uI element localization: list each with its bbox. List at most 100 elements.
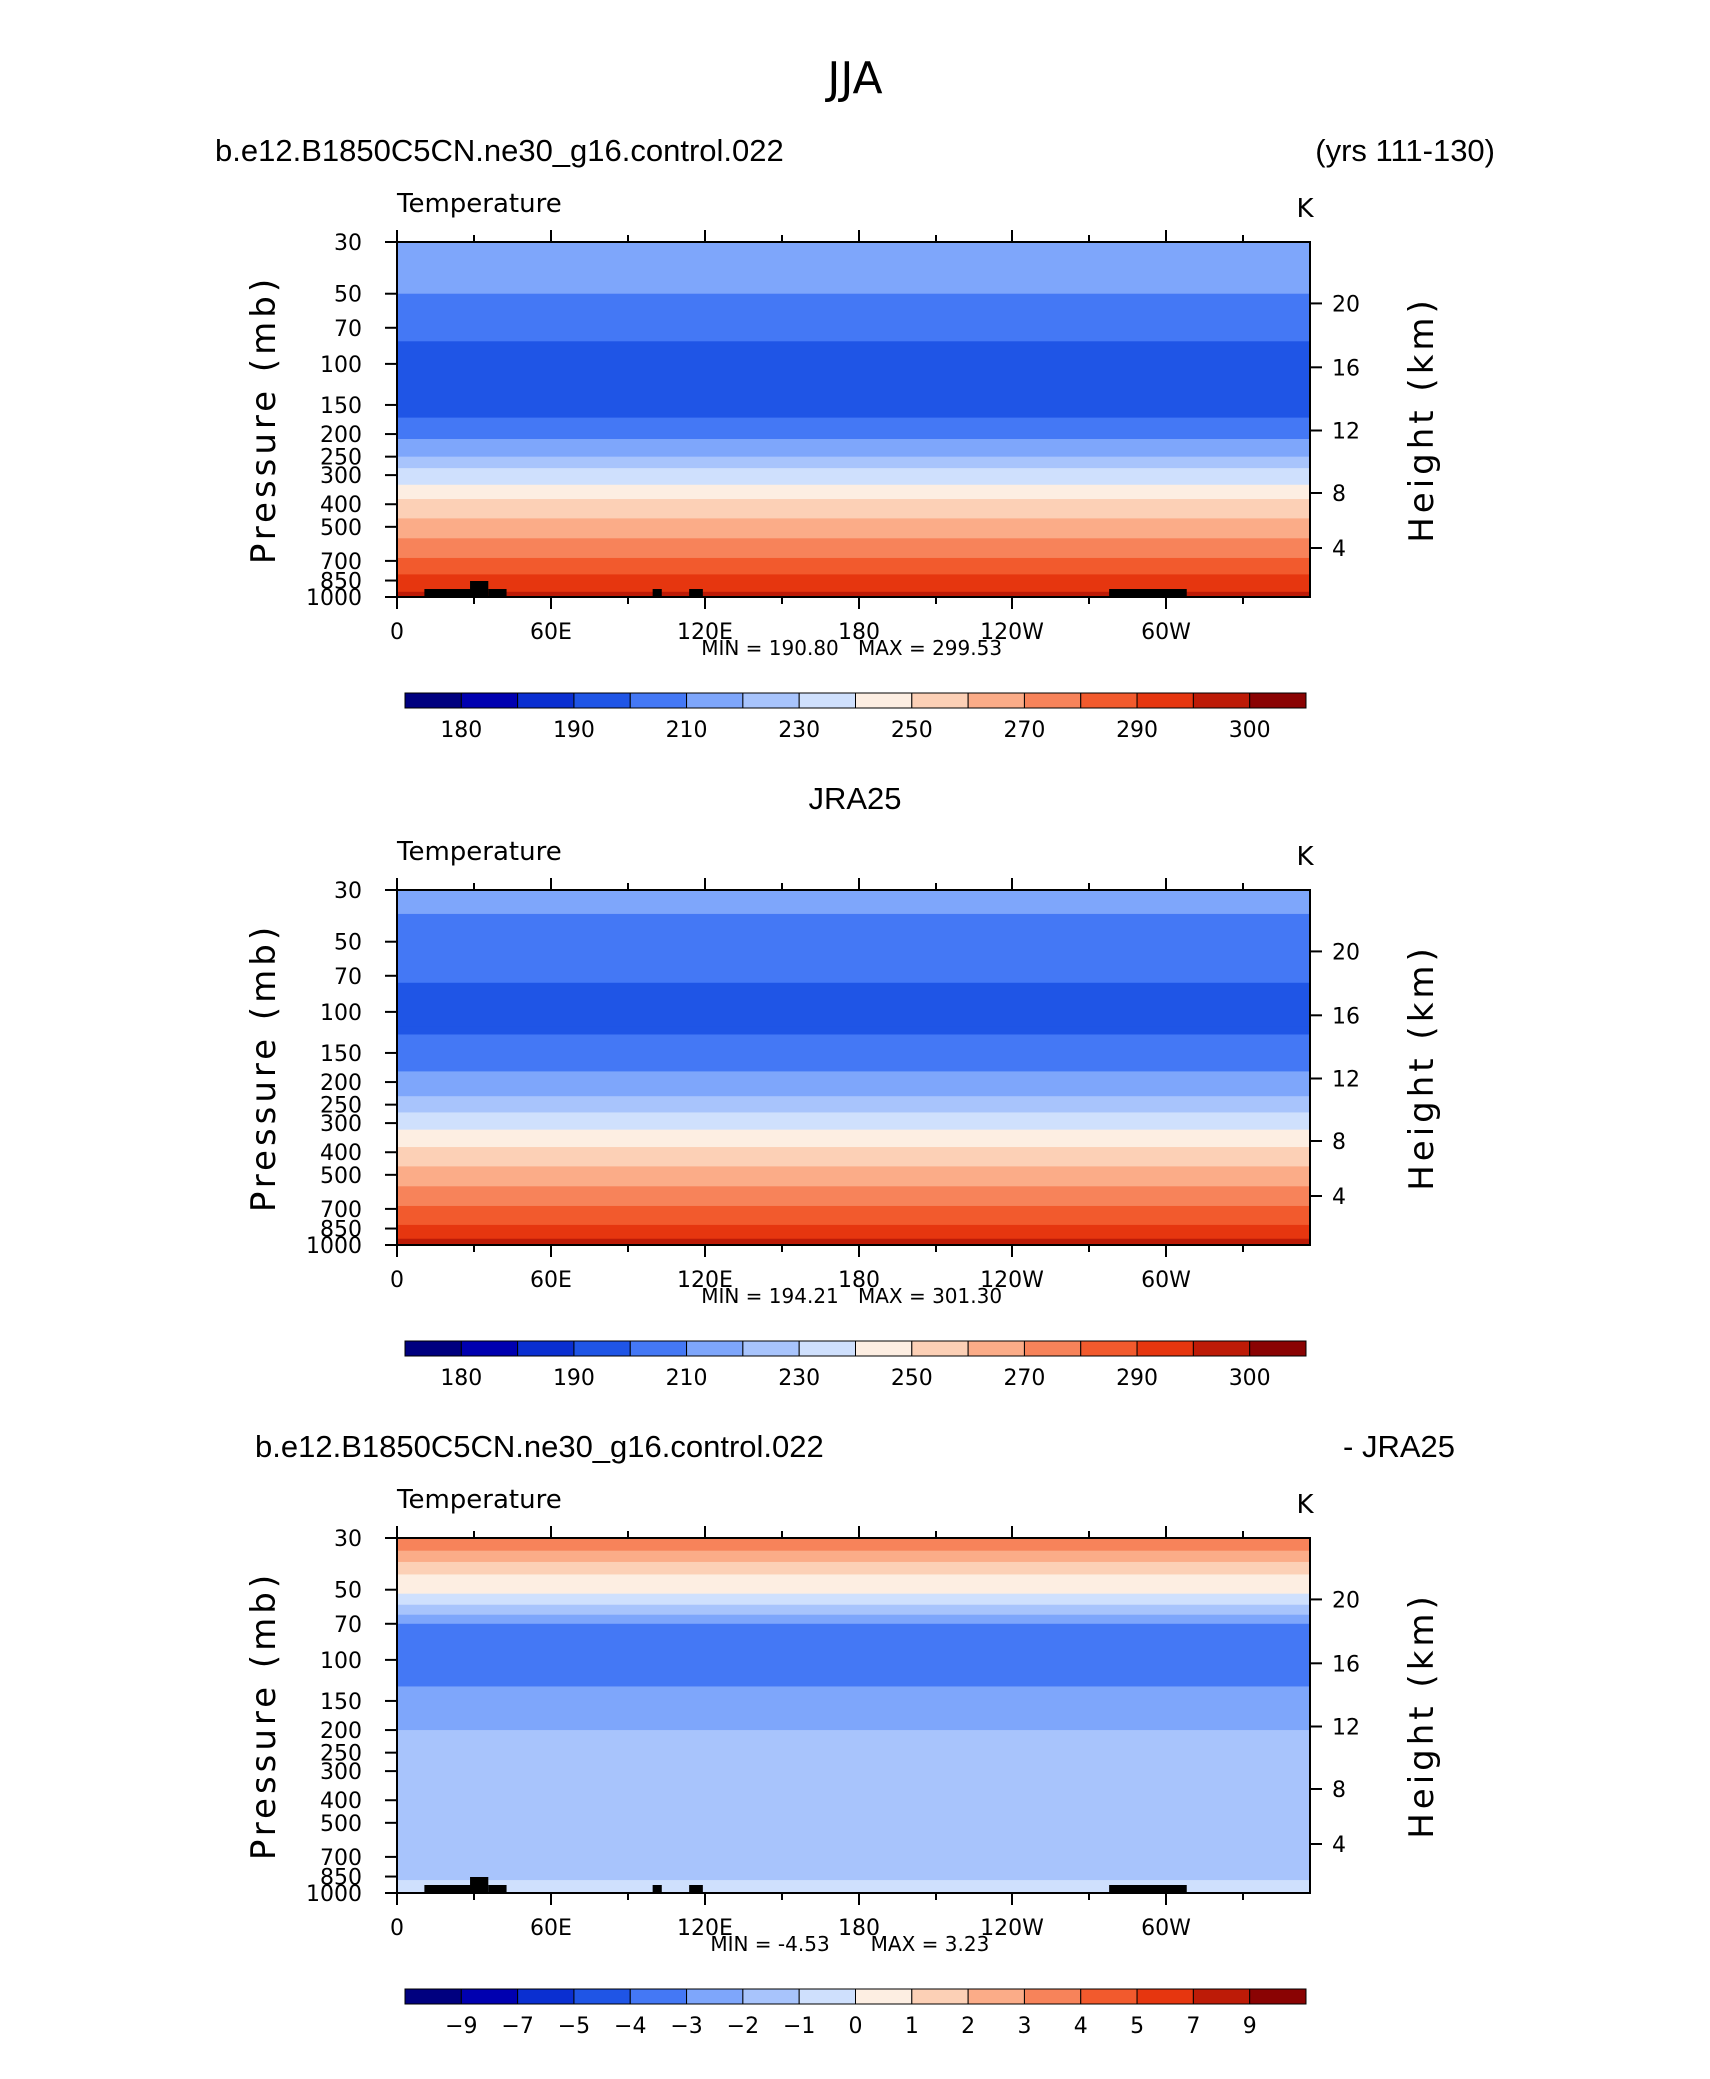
colorbar-box (742, 692, 800, 709)
colorbar: 180 190 210 230 250 270 290 300 (404, 692, 1307, 743)
colorbar-box (967, 1340, 1025, 1357)
colorbar-label: 210 (666, 1366, 708, 1391)
contour-band (397, 1238, 1310, 1246)
y-tick-label: 250 (320, 1742, 362, 1767)
x-tick-label: 60E (530, 1268, 572, 1293)
y-tick-label: 250 (320, 1094, 362, 1119)
terrain-block (1109, 589, 1187, 597)
terrain-block (424, 1885, 475, 1893)
contour-band (397, 574, 1310, 593)
contour-band (397, 439, 1310, 458)
contour-band (397, 341, 1310, 365)
colorbar: 180 190 210 230 250 270 290 300 (404, 1340, 1307, 1391)
y-tick-label: 1000 (306, 1234, 362, 1259)
contour-band (397, 1071, 1310, 1097)
y-tick-label: 100 (320, 353, 362, 378)
y-tick-label: 700 (320, 550, 362, 575)
x-tick-label: 180 (838, 1916, 880, 1941)
y2-tick-label: 16 (1332, 1652, 1360, 1677)
y-tick-label: 150 (320, 1042, 362, 1067)
colorbar-box (967, 692, 1025, 709)
panel-center-label: JRA25 (808, 781, 901, 816)
panel-variable-label: Temperature (396, 1485, 562, 1515)
panel-model: b.e12.B1850C5CN.ne30_g16.control.022 (yrs… (215, 133, 1495, 743)
figure-title: JJA (824, 53, 882, 104)
colorbar-box (1249, 692, 1307, 709)
colorbar-label: 190 (553, 1366, 595, 1391)
colorbar-box (517, 1988, 575, 2005)
y-tick-label: 200 (320, 1071, 362, 1096)
colorbar-box (1249, 1988, 1307, 2005)
x-tick-label: 60W (1141, 620, 1191, 645)
colorbar-box (1023, 1340, 1082, 1357)
y-axis-title: Pressure (mb) (244, 275, 284, 564)
colorbar-box (798, 1988, 856, 2005)
x-tick-label: 120W (980, 620, 1044, 645)
colorbar-label: 180 (440, 718, 482, 743)
y2-tick-label: 8 (1332, 1778, 1346, 1803)
colorbar-box (1192, 1988, 1251, 2005)
contour-band (397, 913, 1310, 984)
contour-band (397, 242, 1310, 272)
contour-band (397, 1147, 1310, 1167)
max-label: MAX = 299.53 (858, 636, 1002, 660)
x-tick-label: 120W (980, 1916, 1044, 1941)
terrain-block (1109, 1885, 1187, 1893)
y2-axis-title: Height (km) (1402, 1592, 1442, 1839)
y2-tick-label: 4 (1332, 537, 1346, 562)
panel-units-label: K (1296, 842, 1314, 872)
y2-tick-label: 20 (1332, 292, 1360, 317)
contour-band (397, 1538, 1310, 1552)
colorbar-box (1080, 1988, 1138, 2005)
colorbar-box (1080, 1340, 1138, 1357)
colorbar-box (911, 1340, 969, 1357)
contour-band (397, 1550, 1310, 1563)
colorbar-label: −5 (558, 2014, 590, 2039)
y2-tick-label: 16 (1332, 1004, 1360, 1029)
terrain-block (470, 1877, 489, 1893)
max-label: MAX = 301.30 (858, 1284, 1002, 1308)
colorbar-box (629, 1988, 688, 2005)
contour-band (397, 417, 1310, 440)
contour-band (397, 591, 1310, 598)
y-tick-label: 1000 (306, 586, 362, 611)
colorbar-label: 290 (1116, 718, 1158, 743)
colorbar-box (686, 1340, 744, 1357)
x-tick-label: 60E (530, 1916, 572, 1941)
y-tick-label: 50 (334, 931, 362, 956)
contour-band (397, 327, 1310, 342)
terrain-mask (424, 581, 1187, 597)
y-tick-label: 500 (320, 516, 362, 541)
colorbar-box (517, 1340, 575, 1357)
contour-bands (397, 242, 1310, 598)
terrain-block (488, 589, 507, 597)
colorbar-box (1136, 1988, 1194, 2005)
y2-tick-label: 8 (1332, 1130, 1346, 1155)
x-tick-label: 0 (390, 1916, 404, 1941)
colorbar-label: 270 (1003, 1366, 1045, 1391)
panel-right-label: - JRA25 (1343, 1429, 1455, 1464)
colorbar-box (460, 1340, 519, 1357)
colorbar-label: 0 (849, 2014, 863, 2039)
y-tick-label: 70 (334, 965, 362, 990)
colorbar-box (798, 692, 856, 709)
colorbar-box (686, 1988, 744, 2005)
x-tick-label: 60W (1141, 1916, 1191, 1941)
contour-band (397, 1623, 1310, 1688)
colorbar-box (1080, 692, 1138, 709)
x-tick-label: 180 (838, 1268, 880, 1293)
y2-tick-label: 12 (1332, 1068, 1360, 1093)
colorbar-label: 250 (891, 718, 933, 743)
terrain-block (689, 589, 703, 597)
colorbar-box (1192, 1340, 1251, 1357)
y-tick-label: 300 (320, 1112, 362, 1137)
contour-band (397, 1604, 1310, 1616)
colorbar-label: 210 (666, 718, 708, 743)
contour-band (397, 1561, 1310, 1576)
y2-tick-label: 8 (1332, 482, 1346, 507)
y-tick-label: 100 (320, 1649, 362, 1674)
contour-band (397, 1026, 1310, 1036)
y-tick-label: 700 (320, 1846, 362, 1871)
contour-band (397, 456, 1310, 469)
